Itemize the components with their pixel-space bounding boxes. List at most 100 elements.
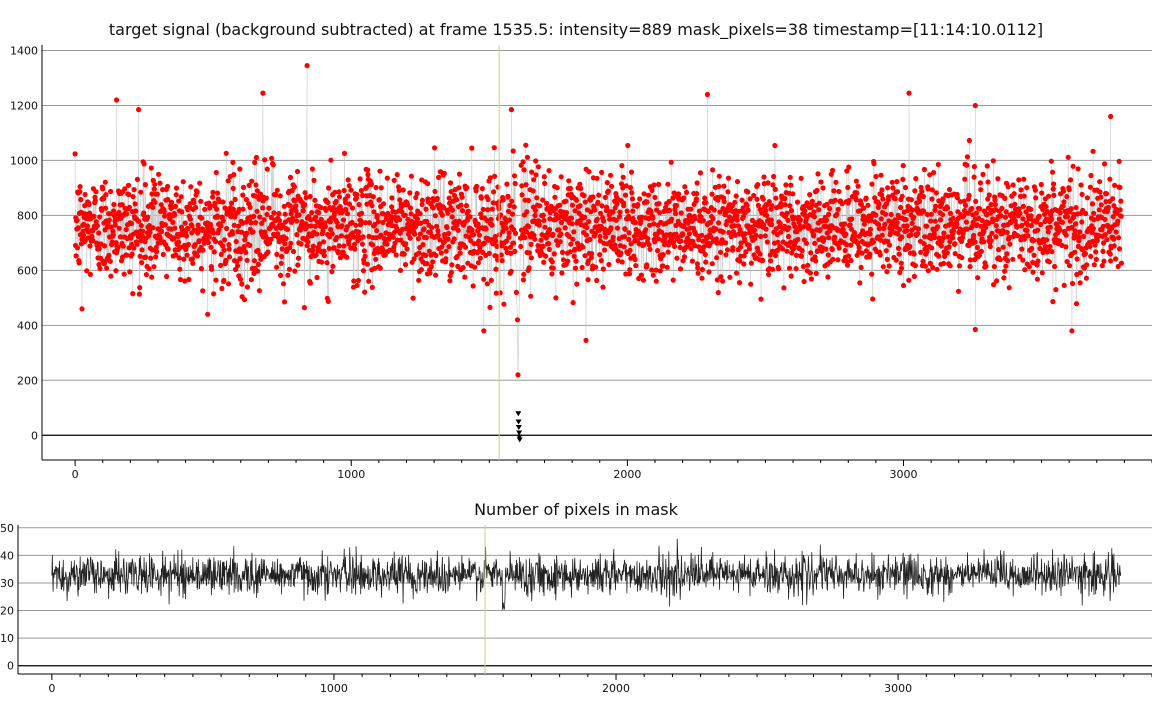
intensity-point: [298, 241, 304, 247]
intensity-point: [130, 194, 136, 200]
intensity-point: [186, 276, 192, 283]
intensity-point: [411, 256, 417, 262]
intensity-point: [256, 288, 262, 294]
intensity-point: [237, 276, 244, 282]
intensity-point: [263, 233, 269, 239]
intensity-point: [289, 207, 295, 214]
intensity-point: [260, 90, 266, 96]
intensity-point: [148, 165, 154, 171]
intensity-point: [378, 232, 384, 238]
intensity-point: [253, 154, 259, 161]
intensity-point: [274, 264, 280, 270]
y-tick-label-200: 200: [17, 374, 38, 387]
intensity-point: [410, 295, 416, 301]
intensity-point: [353, 222, 359, 228]
intensity-point: [173, 185, 180, 191]
intensity-point: [291, 184, 298, 190]
intensity-point: [295, 255, 302, 261]
intensity-point: [400, 187, 406, 193]
intensity-point: [373, 256, 379, 262]
intensity-point: [365, 172, 371, 178]
intensity-point: [79, 306, 85, 312]
intensity-point: [87, 271, 93, 277]
intensity-point: [408, 173, 414, 179]
intensity-point: [326, 185, 332, 191]
intensity-point: [193, 204, 199, 211]
intensity-point: [244, 257, 250, 263]
intensity-point: [248, 220, 254, 226]
intensity-point: [274, 251, 280, 257]
intensity-point: [231, 172, 237, 178]
intensity-point: [141, 210, 147, 216]
intensity-point: [176, 255, 182, 261]
intensity-chart[interactable]: 0 200 400 600 800 1000 1200 1400 0 1000 2000 3000: [0, 0, 1152, 481]
intensity-point: [415, 236, 421, 242]
intensity-point: [433, 252, 439, 259]
intensity-point: [211, 249, 217, 255]
intensity-point: [205, 239, 211, 246]
intensity-point: [260, 205, 266, 211]
intensity-point: [124, 252, 130, 258]
intensity-point: [160, 251, 166, 258]
intensity-point: [256, 196, 262, 202]
intensity-point: [375, 245, 381, 252]
intensity-point: [396, 217, 403, 223]
intensity-point: [309, 210, 315, 216]
intensity-point: [413, 194, 419, 201]
intensity-point: [380, 219, 386, 226]
intensity-point: [228, 200, 235, 206]
intensity-point: [393, 252, 399, 258]
intensity-point: [231, 222, 237, 228]
intensity-point: [109, 239, 115, 245]
intensity-point: [84, 223, 90, 229]
intensity-point: [212, 200, 218, 206]
intensity-point: [148, 255, 154, 261]
intensity-point: [162, 213, 168, 219]
intensity-point: [265, 249, 271, 255]
intensity-point: [214, 206, 220, 212]
intensity-series-points: [72, 63, 1125, 378]
intensity-point: [255, 261, 261, 267]
intensity-point: [389, 195, 395, 201]
intensity-point: [397, 267, 404, 273]
intensity-point: [127, 269, 133, 275]
intensity-point: [369, 284, 375, 290]
intensity-point: [142, 182, 148, 188]
intensity-point: [283, 235, 289, 242]
intensity-point: [82, 203, 88, 209]
intensity-point: [404, 246, 410, 252]
intensity-point: [384, 241, 390, 247]
intensity-point: [229, 231, 236, 237]
intensity-point: [358, 188, 364, 194]
intensity-point: [214, 213, 220, 219]
intensity-point: [138, 223, 144, 229]
intensity-point: [165, 246, 171, 252]
intensity-point: [374, 213, 380, 219]
y-tick-label-600: 600: [17, 264, 38, 277]
x-tick-label-2000: 2000: [613, 468, 641, 481]
intensity-point: [436, 174, 442, 180]
intensity-point: [375, 219, 381, 225]
intensity-point: [359, 241, 365, 247]
intensity-point: [343, 206, 349, 213]
intensity-point: [198, 198, 204, 204]
intensity-point: [305, 239, 311, 245]
intensity-point: [279, 253, 285, 260]
intensity-point: [252, 159, 258, 166]
intensity-point: [334, 220, 340, 226]
intensity-point: [268, 214, 274, 221]
intensity-point: [102, 179, 108, 185]
intensity-point: [74, 245, 81, 251]
y-tick-label-40: 40: [0, 549, 14, 562]
intensity-point: [339, 209, 345, 215]
intensity-point: [397, 197, 403, 203]
intensity-point: [183, 233, 190, 239]
intensity-point: [73, 253, 79, 259]
intensity-point: [328, 157, 334, 163]
intensity-point: [151, 186, 157, 192]
intensity-point: [366, 233, 372, 239]
intensity-point: [240, 184, 247, 190]
intensity-point: [176, 198, 182, 204]
intensity-point: [161, 209, 167, 215]
